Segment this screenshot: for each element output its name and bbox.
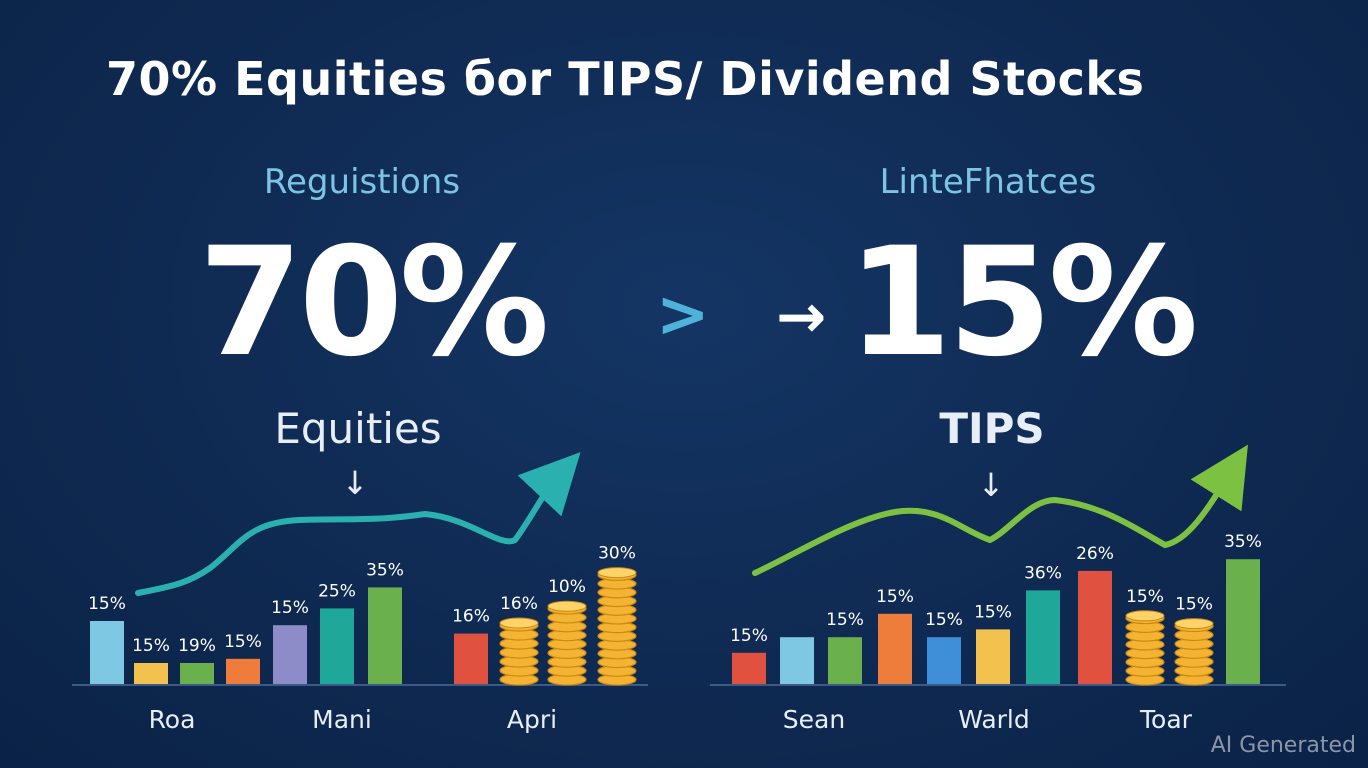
- chart-0-x-label-0: Roa: [149, 705, 196, 734]
- left-down-arrow-icon: ↓: [341, 464, 369, 502]
- chart-1-x-label-0: Sean: [783, 705, 845, 734]
- chart-1-x-label-2: Toar: [1139, 705, 1193, 734]
- chart-0-bar-9: [547, 600, 587, 686]
- chart-0-bar-6-value-label: 35%: [366, 560, 404, 580]
- left-category-label: Equities: [274, 404, 442, 453]
- chart-1-bar-7: [1078, 570, 1112, 684]
- chart-0-bar-5-value-label: 25%: [318, 581, 356, 601]
- chart-0-bar-6: [368, 587, 402, 684]
- chart-0-x-label-2: Apri: [507, 705, 557, 734]
- right-big-value: 15%: [847, 216, 1198, 390]
- chart-1-x-label-1: Warld: [958, 705, 1030, 734]
- ai-generated-watermark: AI Generated: [1210, 733, 1356, 758]
- chart-1-bar-8-value-label: 15%: [1126, 587, 1164, 607]
- left-trend-arrow: [135, 452, 581, 596]
- chart-1-bar-7-value-label: 26%: [1076, 544, 1114, 564]
- chart-1-bar-10: [1226, 559, 1260, 684]
- chart-0-bar-3-value-label: 15%: [224, 632, 262, 652]
- separator-chevron-icon: >: [656, 278, 710, 352]
- right-category-label: TIPS: [939, 404, 1045, 453]
- chart-0-bar-0-value-label: 15%: [88, 594, 126, 614]
- chart-1-bar-5: [976, 629, 1010, 684]
- chart-1-bar-0-value-label: 15%: [730, 626, 768, 646]
- chart-1-bar-10-value-label: 35%: [1224, 532, 1262, 552]
- left-big-value: 70%: [198, 216, 549, 390]
- chart-1-bar-0: [732, 652, 766, 684]
- chart-0-bar-2: [180, 663, 214, 684]
- chart-1-bar-4-value-label: 15%: [925, 610, 963, 630]
- chart-0-bar-7-value-label: 16%: [452, 607, 490, 627]
- chart-1-bar-6: [1026, 590, 1060, 684]
- chart-1-bar-3-value-label: 15%: [876, 587, 914, 607]
- chart-1-bar-9: [1174, 618, 1214, 686]
- chart-0-x-label-1: Mani: [312, 705, 372, 734]
- chart-0-bar-8: [499, 617, 539, 686]
- page-title: 70% Equities бor TIPS/ Dividend Stocks: [106, 52, 1145, 106]
- chart-0-bar-9-value-label: 10%: [548, 577, 586, 597]
- chart-1-bar-2-value-label: 15%: [826, 610, 864, 630]
- chart-1-bar-5-value-label: 15%: [974, 602, 1012, 622]
- chart-1-bar-8: [1125, 610, 1165, 686]
- chart-0-bar-10-value-label: 30%: [598, 544, 636, 564]
- chart-0-bar-7: [454, 633, 488, 684]
- right-subheading: LinteFhatces: [879, 162, 1097, 202]
- chart-1-bar-3: [878, 613, 912, 684]
- chart-0-bar-10: [597, 567, 637, 686]
- chart-0-bar-4-value-label: 15%: [271, 598, 309, 618]
- chart-0-bar-2-value-label: 19%: [178, 636, 216, 656]
- left-subheading: Reguistions: [263, 162, 461, 202]
- chart-0-bar-8-value-label: 16%: [500, 594, 538, 614]
- chart-0-bar-5: [320, 608, 354, 684]
- chart-1-bar-2: [828, 637, 862, 684]
- right-arrow-prefix-icon: →: [776, 282, 827, 352]
- chart-0-bar-3: [226, 658, 260, 684]
- right-trend-arrow: [752, 444, 1248, 576]
- chart-1-bar-6-value-label: 36%: [1024, 563, 1062, 583]
- chart-1-bar-4: [927, 637, 961, 684]
- chart-1-bar-9-value-label: 15%: [1175, 595, 1213, 615]
- chart-1-bar-1: [780, 637, 814, 684]
- chart-0-bar-1: [134, 663, 168, 684]
- chart-0-bar-4: [273, 625, 307, 684]
- right-down-arrow-icon: ↓: [977, 466, 1005, 504]
- chart-0-bar-1-value-label: 15%: [132, 636, 170, 656]
- chart-0-bar-0: [90, 621, 124, 684]
